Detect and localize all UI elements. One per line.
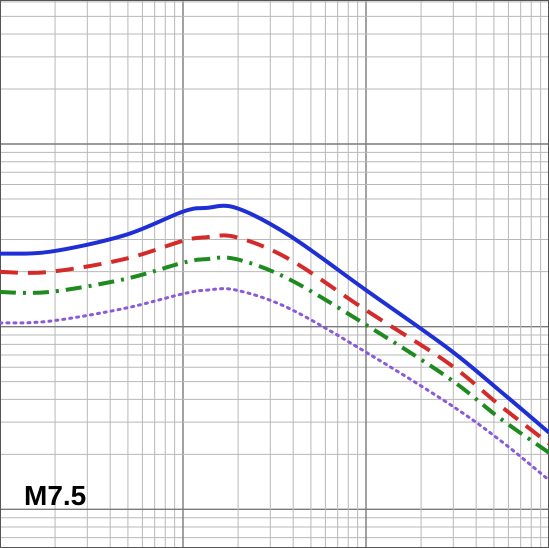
series-lines (0, 203, 549, 482)
magnitude-label: M7.5 (24, 480, 87, 511)
series-line-3-dash-dot (0, 255, 549, 455)
series-line-1-solid (0, 203, 549, 435)
series-line-4-dotted (0, 287, 549, 482)
series-line-2-dashed (0, 233, 549, 446)
